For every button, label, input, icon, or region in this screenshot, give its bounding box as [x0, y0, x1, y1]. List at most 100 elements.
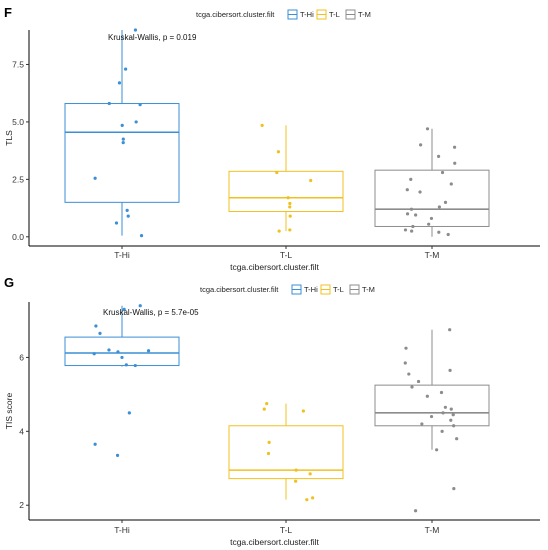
y-tick-label: 6	[19, 352, 24, 362]
legend-label-t-l: T-L	[333, 285, 344, 294]
legend-label-t-hi: T-Hi	[304, 285, 318, 294]
x-tick-label: T-M	[425, 250, 440, 260]
data-point	[116, 350, 120, 354]
data-point	[419, 143, 423, 147]
data-point	[429, 216, 434, 221]
data-point	[411, 224, 415, 229]
data-point	[451, 413, 455, 417]
y-tick-label: 0.0	[12, 232, 24, 242]
data-point	[107, 348, 111, 352]
data-point	[311, 496, 315, 500]
x-tick-label: T-Hi	[114, 525, 130, 535]
data-point	[127, 411, 131, 415]
data-point	[294, 479, 298, 483]
data-point	[98, 331, 102, 336]
data-point	[262, 407, 266, 411]
legend-title: tcga.cibersort.cluster.filt	[196, 10, 275, 19]
data-point	[437, 230, 441, 234]
data-point	[443, 405, 447, 409]
y-tick-label: 5.0	[12, 117, 24, 127]
stat-annotation: Kruskal-Wallis, p = 0.019	[108, 33, 197, 42]
data-point	[120, 355, 124, 360]
data-point	[277, 229, 281, 233]
data-point	[425, 127, 430, 131]
data-point	[449, 182, 453, 186]
data-point	[446, 232, 450, 237]
data-point	[404, 346, 408, 350]
y-tick-label: 2.5	[12, 174, 24, 184]
data-point	[286, 196, 290, 200]
data-point	[416, 379, 421, 384]
x-tick-label: T-L	[280, 525, 293, 535]
data-point	[448, 368, 452, 372]
data-point	[93, 176, 97, 180]
data-point	[266, 451, 271, 456]
data-point	[305, 498, 309, 502]
data-point	[449, 407, 453, 411]
data-point	[452, 424, 456, 428]
data-point	[418, 190, 422, 194]
data-point	[294, 468, 298, 472]
legend-label-t-hi: T-Hi	[300, 10, 314, 19]
data-point	[133, 363, 137, 368]
data-point	[414, 213, 418, 217]
data-point	[121, 140, 125, 145]
data-point	[265, 402, 269, 406]
legend-label-t-m: T-M	[362, 285, 375, 294]
data-point	[403, 228, 408, 232]
data-point	[138, 103, 142, 107]
data-point	[124, 67, 128, 71]
data-point	[146, 349, 151, 353]
x-axis-title: tcga.cibersort.cluster.filt	[230, 262, 319, 272]
data-point	[117, 81, 122, 85]
data-point	[133, 28, 138, 32]
data-point	[122, 307, 126, 311]
legend-title: tcga.cibersort.cluster.filt	[200, 285, 279, 294]
data-point	[439, 390, 444, 395]
box-t-m	[374, 169, 490, 227]
y-axis-title: TLS	[4, 130, 14, 146]
box-t-l	[228, 170, 344, 213]
data-point	[409, 207, 414, 211]
data-point	[276, 150, 280, 154]
data-point	[126, 214, 130, 218]
data-point	[403, 361, 407, 365]
data-point	[93, 442, 97, 446]
data-point	[449, 418, 453, 422]
legend-label-t-m: T-M	[358, 10, 371, 19]
data-point	[420, 422, 424, 426]
panel-label-g: G	[4, 275, 14, 290]
x-tick-label: T-Hi	[114, 250, 130, 260]
data-point	[94, 324, 98, 328]
data-point	[309, 178, 313, 183]
data-point	[138, 304, 142, 308]
data-point	[308, 472, 312, 476]
data-point	[275, 170, 279, 175]
data-point	[405, 188, 409, 192]
x-axis-title: tcga.cibersort.cluster.filt	[230, 537, 319, 547]
data-point	[120, 123, 124, 127]
data-point	[405, 212, 410, 216]
boxplot-panel-f: tcga.cibersort.cluster.filt T-Hi T-L T-M 0.0…	[4, 9, 540, 272]
data-point	[448, 328, 452, 332]
data-point	[441, 411, 445, 415]
data-point	[288, 201, 292, 206]
data-point	[410, 229, 414, 233]
box-t-l	[228, 425, 344, 480]
data-point	[436, 154, 441, 158]
panel-label-f: F	[4, 5, 12, 20]
y-tick-label: 2	[19, 500, 24, 510]
data-point	[437, 205, 441, 209]
data-point	[410, 385, 414, 389]
stat-annotation: Kruskal-Wallis, p = 5.7e-05	[103, 308, 199, 317]
data-point	[115, 453, 120, 457]
data-point	[92, 352, 96, 356]
box-t-m	[374, 384, 490, 427]
data-point	[453, 161, 457, 165]
data-point	[124, 363, 128, 367]
data-point	[139, 234, 144, 238]
data-point	[114, 221, 119, 225]
data-point	[407, 372, 411, 376]
data-point	[452, 145, 457, 149]
